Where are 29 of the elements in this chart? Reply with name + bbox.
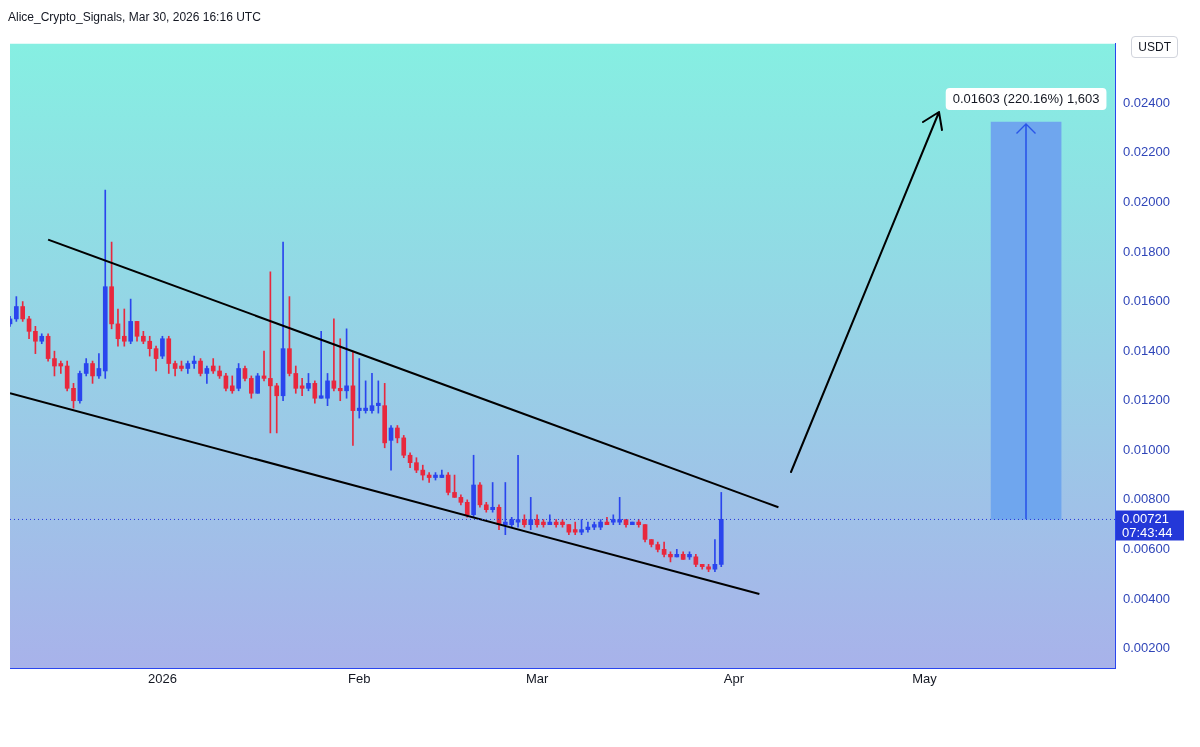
y-tick-label: 0.01400	[1123, 342, 1170, 358]
x-tick-label: 2026	[147, 670, 177, 686]
y-tick-label: 0.02400	[1123, 94, 1170, 110]
text: 07:43:44	[1122, 525, 1173, 541]
data-label: 0.01603 (220.16%) 1,603	[952, 90, 1100, 106]
candlestick	[369, 373, 375, 414]
y-axis-title: USDT	[1131, 36, 1178, 58]
x-tick-label: Mar	[525, 670, 549, 686]
y-tick-label: 0.02000	[1123, 194, 1170, 210]
candlestick	[528, 497, 534, 530]
candlestick	[121, 308, 127, 347]
y-tick-label: 0.00400	[1123, 590, 1170, 606]
text: Alice_Crypto_Signals, Mar 30, 2026 16:16 UTC	[8, 10, 261, 24]
candlestick	[572, 521, 578, 535]
y-tick-label: 0.00200	[1123, 640, 1170, 656]
y-tick-label: 0.01600	[1123, 293, 1170, 309]
y-tick-label: 0.01800	[1123, 243, 1170, 259]
y-tick-label: 0.01000	[1123, 441, 1170, 457]
candlestick	[337, 338, 343, 402]
y-tick-label: 0.02200	[1123, 144, 1170, 160]
x-tick-label: Apr	[723, 670, 745, 686]
ref-line-label: 0.00721	[1122, 511, 1169, 527]
candlestick	[274, 383, 280, 434]
y-tick-label: 0.01200	[1123, 392, 1170, 408]
x-tick-label: May	[912, 670, 938, 686]
x-tick-label: Feb	[348, 670, 371, 686]
y-tick-label: 0.00800	[1123, 491, 1170, 507]
candlestick	[712, 539, 718, 573]
y-tick-label: 0.00600	[1123, 541, 1170, 557]
